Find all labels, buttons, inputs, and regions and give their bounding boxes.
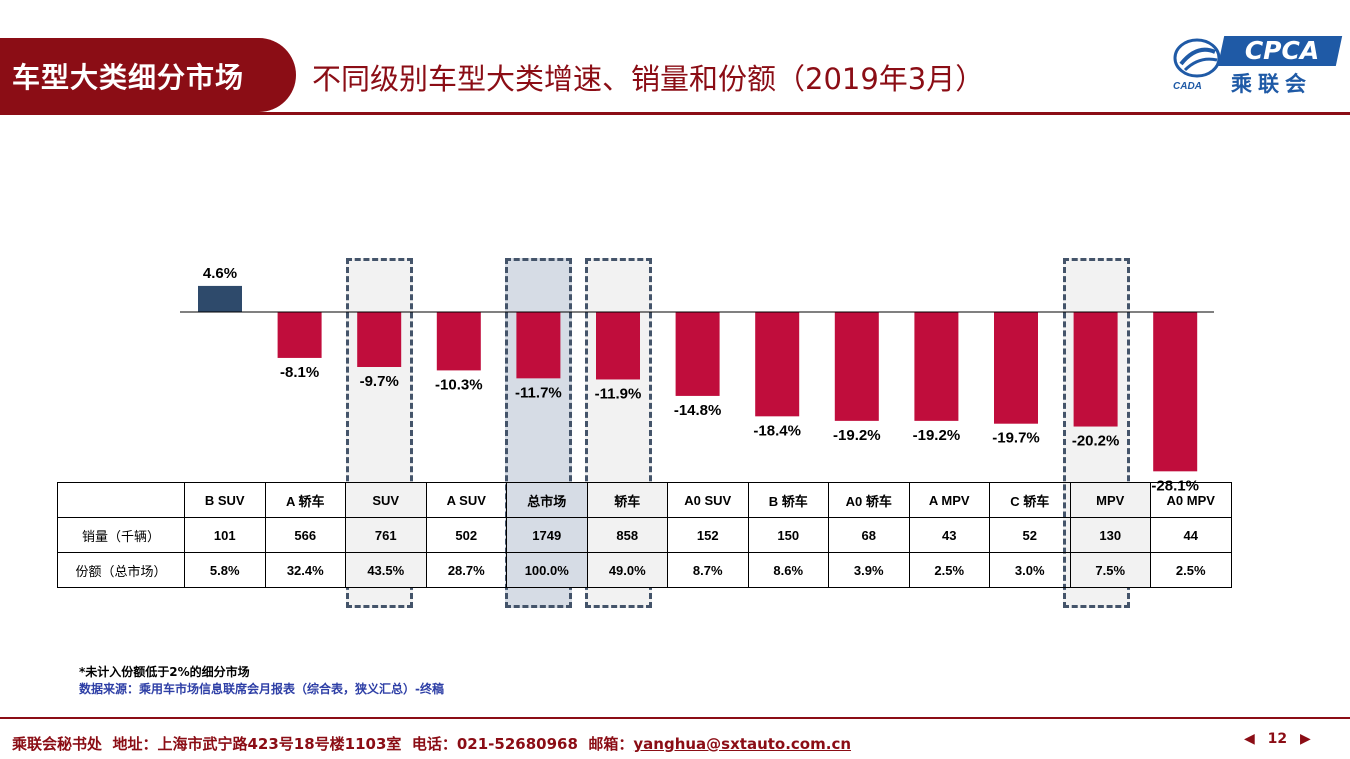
data-labels-group: 4.6% -8.1% -9.7% -10.3% -11.7% -11.9% -14.8% -1…: [203, 265, 1199, 494]
footnote-source: 数据来源：乘用车市场信息联席会月报表（综合表，狭义汇总）-终稿: [79, 682, 444, 696]
footer-address: 地址：上海市武宁路423号18号楼1103室: [112, 735, 402, 753]
table-cell: 150: [747, 517, 829, 553]
data-table: B SUV A 轿车 SUV A SUV 总市场 轿车 A0 SUV B 轿车 A0 轿车 A M…: [57, 482, 1232, 588]
table-cell: 8.6%: [747, 552, 829, 588]
table-cell: 44: [1150, 517, 1232, 553]
table-cell: 100.0%: [506, 552, 588, 588]
data-label: -10.3%: [435, 376, 483, 393]
table-column-header: 轿车: [586, 482, 668, 518]
table-cell: 566: [264, 517, 346, 553]
table-column-header: A0 MPV: [1150, 482, 1232, 518]
table-column-header: B SUV: [184, 482, 266, 518]
logo-brand: CPCA: [1244, 36, 1320, 65]
data-label: -20.2%: [1072, 433, 1120, 450]
table-cell: 49.0%: [586, 552, 668, 588]
footer-email[interactable]: yanghua@sxtauto.com.cn: [633, 735, 852, 753]
data-label: -11.7%: [515, 384, 562, 401]
logo-brand-sub: 乘联会: [1231, 72, 1312, 96]
table-column-header: SUV: [345, 482, 427, 518]
table-corner-cell: [57, 482, 185, 518]
bar: [994, 312, 1038, 424]
table-row-label: 份额（总市场）: [57, 552, 185, 588]
bar: [1073, 312, 1118, 427]
data-label: -14.8%: [674, 402, 722, 419]
table-cell: 32.4%: [264, 552, 346, 588]
table-column-header: A SUV: [425, 482, 507, 518]
table-cell: 68: [828, 517, 910, 553]
table-cell: 1749: [506, 517, 588, 553]
bar: [1153, 312, 1198, 472]
footer-contact: 乘联会秘书处 地址：上海市武宁路423号18号楼1103室 电话：021-526…: [12, 733, 851, 754]
footnote-note: *未计入份额低于2%的细分市场: [79, 665, 250, 679]
table-cell: 3.9%: [828, 552, 910, 588]
page-number: 12: [1267, 731, 1288, 747]
table-column-header: MPV: [1069, 482, 1151, 518]
next-page-icon[interactable]: ▶: [1300, 731, 1311, 747]
table-cell: 858: [586, 517, 668, 553]
table-column-header: A 轿车: [264, 482, 346, 518]
footer-email-label: 邮箱：: [588, 735, 634, 753]
table-cell: 5.8%: [184, 552, 266, 588]
table-cell: 130: [1069, 517, 1151, 553]
data-label: -19.2%: [913, 427, 961, 444]
data-label: -18.4%: [753, 422, 801, 439]
table-cell: 52: [989, 517, 1071, 553]
data-label: -19.2%: [833, 427, 881, 444]
table-cell: 502: [425, 517, 507, 553]
cpca-logo: CADA CPCA 乘联会: [1165, 32, 1343, 96]
bar: [436, 312, 481, 371]
table-cell: 28.7%: [425, 552, 507, 588]
table-cell: 101: [184, 517, 266, 553]
table-cell: 43: [908, 517, 990, 553]
table-column-header: C 轿车: [989, 482, 1071, 518]
bar: [914, 312, 959, 421]
section-label: 车型大类细分市场: [12, 61, 245, 94]
bars-group: [198, 285, 1198, 472]
table-header-row: B SUV A 轿车 SUV A SUV 总市场 轿车 A0 SUV B 轿车 A0 轿车 A M…: [57, 482, 1232, 518]
table-cell: 3.0%: [989, 552, 1071, 588]
bar: [277, 312, 322, 358]
page-title: 不同级别车型大类增速、销量和份额（2019年3月）: [312, 62, 985, 96]
table-row: 销量（千辆） 101 566 761 502 1749 858 152 150 68 43 52 130…: [57, 517, 1232, 553]
header-divider: [0, 112, 1350, 115]
prev-page-icon[interactable]: ◀: [1244, 731, 1255, 747]
table-column-header: A0 SUV: [667, 482, 749, 518]
section-tab: [0, 38, 296, 112]
table-cell: 2.5%: [908, 552, 990, 588]
bar: [596, 312, 640, 380]
table-column-header: A0 轿车: [828, 482, 910, 518]
footer-divider: [0, 717, 1350, 719]
table-column-header: 总市场: [506, 482, 588, 518]
bar: [357, 312, 402, 367]
table-cell: 152: [667, 517, 749, 553]
table-row: 份额（总市场） 5.8% 32.4% 43.5% 28.7% 100.0% 49.0% 8.7…: [57, 552, 1232, 588]
globe-text: CADA: [1173, 81, 1202, 92]
data-label: 4.6%: [203, 265, 237, 282]
footer-phone: 电话：021-52680968: [411, 735, 578, 753]
table-cell: 2.5%: [1150, 552, 1232, 588]
data-label: -19.7%: [992, 430, 1040, 447]
table-cell: 761: [345, 517, 427, 553]
table-cell: 43.5%: [345, 552, 427, 588]
data-label: -9.7%: [360, 373, 399, 390]
bar: [198, 285, 242, 312]
pager: ◀ 12 ▶: [1244, 731, 1311, 747]
table-cell: 7.5%: [1069, 552, 1151, 588]
bar: [675, 312, 720, 396]
table-row-label: 销量（千辆）: [57, 517, 185, 553]
footer-org: 乘联会秘书处: [12, 735, 103, 753]
data-label: -11.9%: [595, 385, 642, 402]
table-column-header: A MPV: [908, 482, 990, 518]
data-label: -8.1%: [280, 364, 319, 381]
bar: [834, 312, 879, 421]
table-cell: 8.7%: [667, 552, 749, 588]
bar: [755, 312, 800, 417]
bar: [516, 312, 561, 379]
table-column-header: B 轿车: [747, 482, 829, 518]
